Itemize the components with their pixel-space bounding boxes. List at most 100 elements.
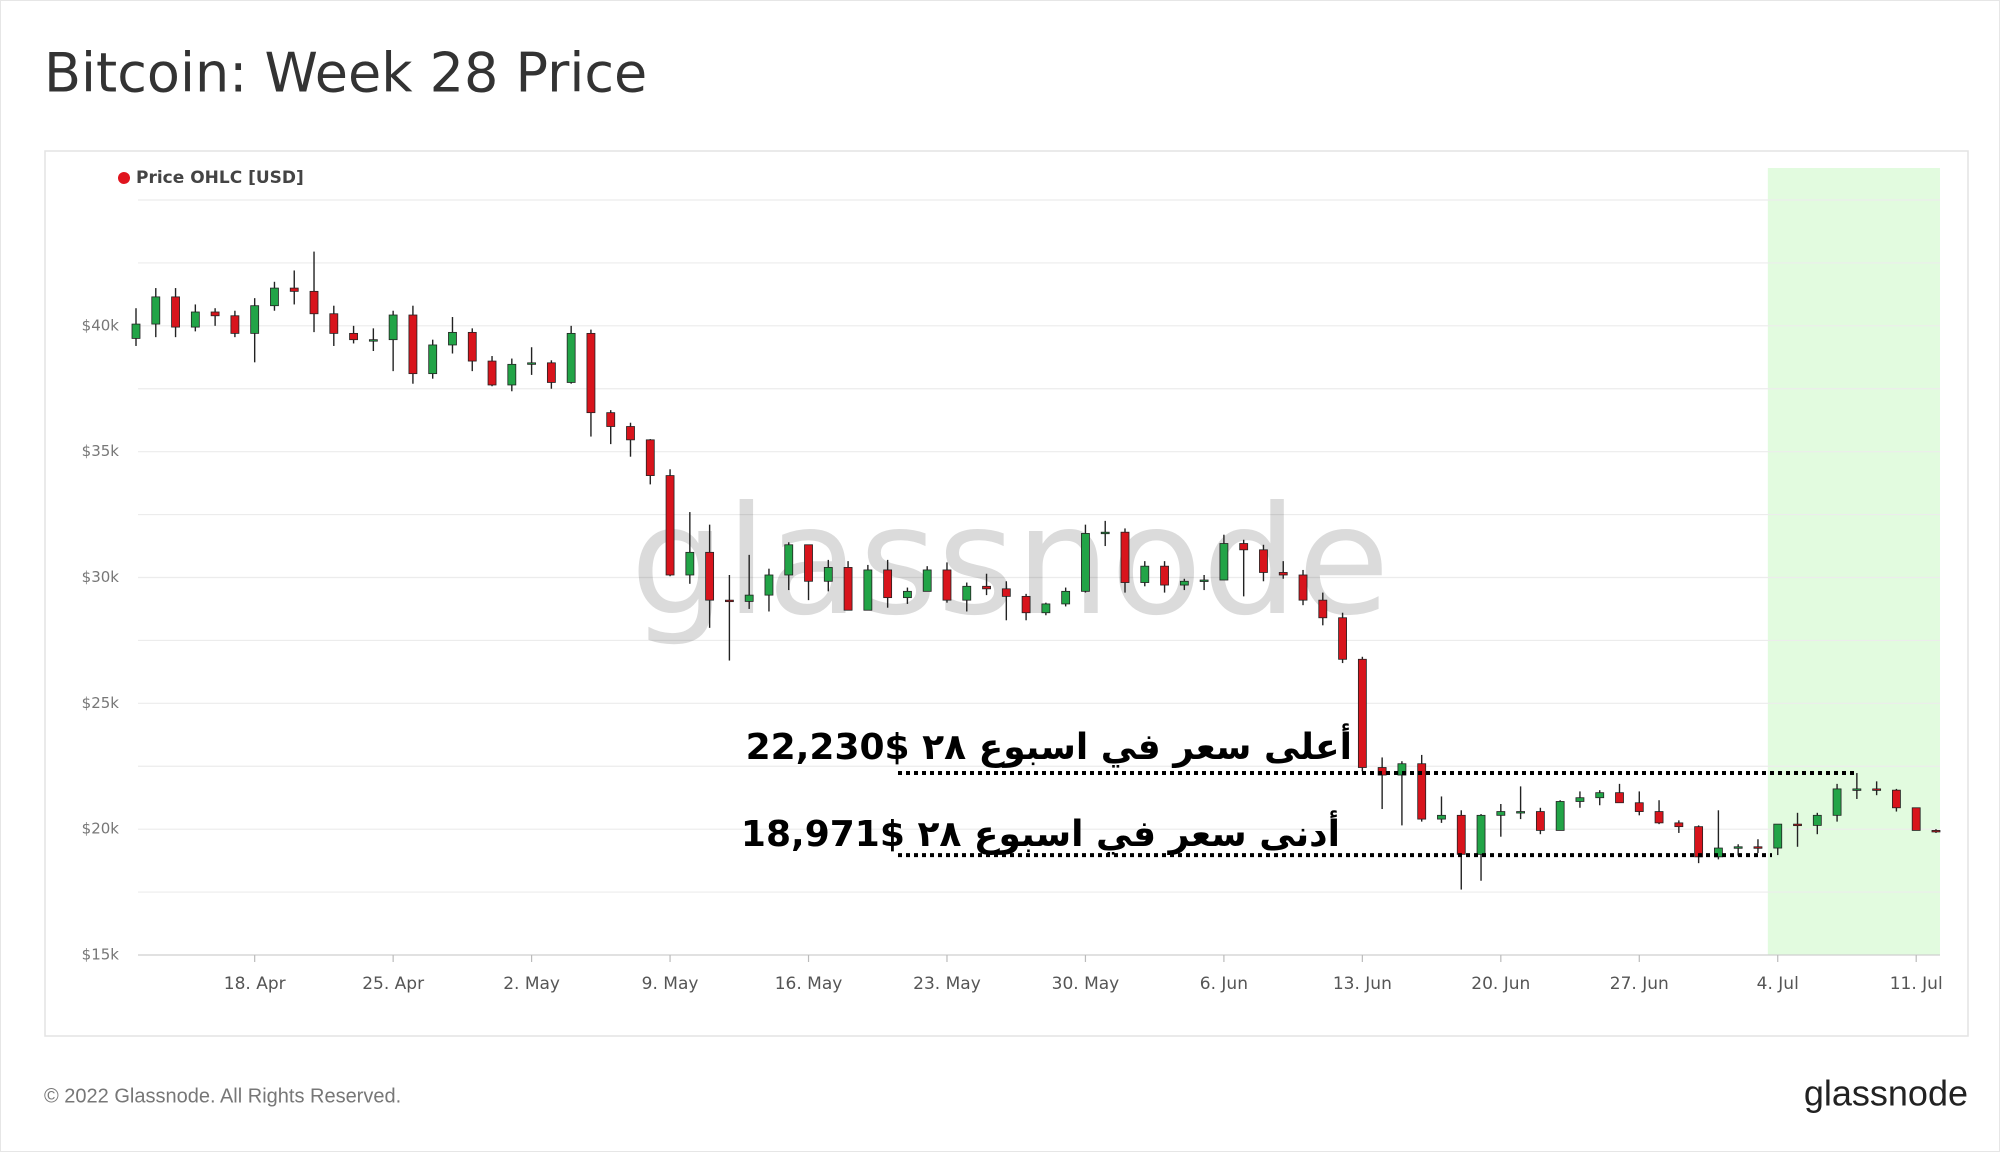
chart-title: Bitcoin: Week 28 Price	[44, 42, 647, 105]
candle-body	[1714, 847, 1723, 858]
y-tick-label: $15k	[82, 946, 120, 964]
candle-body	[1812, 814, 1822, 826]
annotation-label: أعلى سعر في اسبوع ٢٨ $22,230	[745, 727, 1352, 768]
candle-body	[270, 287, 279, 307]
candle-body	[1318, 599, 1328, 619]
candle-body	[1437, 814, 1446, 820]
footer-text: © 2022 Glassnode. All Rights Reserved.	[44, 1085, 401, 1107]
candle-body	[1733, 846, 1743, 849]
candle-body	[1417, 763, 1427, 820]
candle-body	[1278, 572, 1288, 576]
candle-body	[1555, 801, 1565, 831]
candle-body	[210, 311, 220, 317]
x-tick-label: 13. Jun	[1333, 974, 1392, 994]
candle-body	[1041, 603, 1051, 614]
candle-body	[1595, 792, 1605, 799]
candle-body	[1832, 788, 1842, 816]
candle-body	[705, 551, 715, 601]
candle-body	[863, 569, 873, 611]
highlight-region	[1767, 168, 1940, 955]
x-tick-label: 16. May	[775, 974, 843, 994]
candle-body	[883, 569, 893, 599]
x-tick-label: 6. Jun	[1200, 974, 1248, 994]
candle-body	[1456, 814, 1466, 855]
candle-body	[903, 590, 912, 599]
candle-body	[1001, 588, 1011, 597]
candle-body	[388, 314, 398, 341]
candle-body	[1634, 802, 1644, 812]
candle-body	[1615, 792, 1624, 804]
x-tick-label: 30. May	[1052, 974, 1120, 994]
candle-body	[1120, 531, 1130, 583]
x-tick-label: 11. Jul	[1890, 974, 1943, 994]
candle-body	[626, 426, 635, 441]
candle-body	[1674, 822, 1684, 828]
candle-body	[725, 599, 734, 603]
candle-body	[1694, 826, 1704, 858]
candle-body	[190, 311, 200, 328]
candle-body	[982, 585, 991, 590]
candle-body	[1219, 543, 1229, 581]
candle-body	[349, 332, 358, 341]
candle-body	[1496, 811, 1506, 816]
candle-body	[1081, 533, 1090, 592]
y-tick-label: $25k	[82, 694, 120, 712]
y-tick-label: $30k	[82, 568, 120, 586]
watermark: glassnode	[630, 475, 1389, 649]
candle-body	[1061, 590, 1071, 605]
candle-body	[131, 323, 141, 339]
candle-body	[804, 544, 813, 582]
candle-body	[1931, 830, 1941, 833]
candle-body	[1179, 580, 1189, 586]
candle-body	[546, 362, 556, 383]
x-tick-label: 9. May	[642, 974, 699, 994]
candle-body	[1911, 807, 1921, 831]
candle-body	[368, 339, 378, 342]
candle-body	[922, 569, 932, 592]
x-tick-label: 4. Jul	[1757, 974, 1799, 994]
candle-body	[1140, 565, 1150, 583]
candle-body	[665, 475, 675, 576]
legend-label: Price OHLC [USD]	[136, 168, 304, 188]
candle-body	[784, 544, 794, 576]
candle-body	[171, 296, 180, 328]
candle-body	[1852, 788, 1862, 791]
candle-body	[962, 585, 972, 601]
x-tick-label: 23. May	[913, 974, 981, 994]
candle-body	[566, 332, 576, 383]
candle-body	[1872, 788, 1882, 791]
candle-body	[942, 569, 952, 601]
y-tick-label: $20k	[82, 820, 120, 838]
candle-body	[1160, 565, 1169, 586]
candle-body	[289, 287, 299, 292]
candle-body	[1476, 814, 1486, 855]
candle-body	[1357, 658, 1367, 768]
candle-body	[309, 290, 319, 315]
annotation-label: أدنى سعر في اسبوع ٢٨ $18,971	[740, 814, 1340, 855]
x-tick-label: 20. Jun	[1471, 974, 1530, 994]
candle-body	[645, 439, 655, 476]
candle-body	[1298, 574, 1308, 601]
candle-body	[448, 331, 457, 346]
x-tick-label: 27. Jun	[1610, 974, 1669, 994]
candle-body	[1100, 531, 1110, 535]
y-tick-label: $35k	[82, 442, 120, 460]
candle-body	[1773, 823, 1783, 849]
candle-body	[1338, 617, 1347, 660]
y-tick-label: $40k	[82, 316, 120, 334]
candle-body	[1753, 846, 1763, 849]
candle-body	[1654, 811, 1664, 824]
candle-body	[1535, 811, 1545, 831]
logo: glassnode	[1804, 1073, 1968, 1114]
candle-body	[606, 412, 616, 427]
candle-body	[527, 362, 536, 365]
candle-body	[151, 296, 161, 325]
candle-body	[1575, 797, 1585, 802]
candle-body	[586, 332, 596, 414]
candle-body	[467, 331, 477, 362]
candle-body	[685, 551, 695, 576]
candle-body	[1199, 579, 1209, 582]
candle-body	[1397, 763, 1407, 776]
